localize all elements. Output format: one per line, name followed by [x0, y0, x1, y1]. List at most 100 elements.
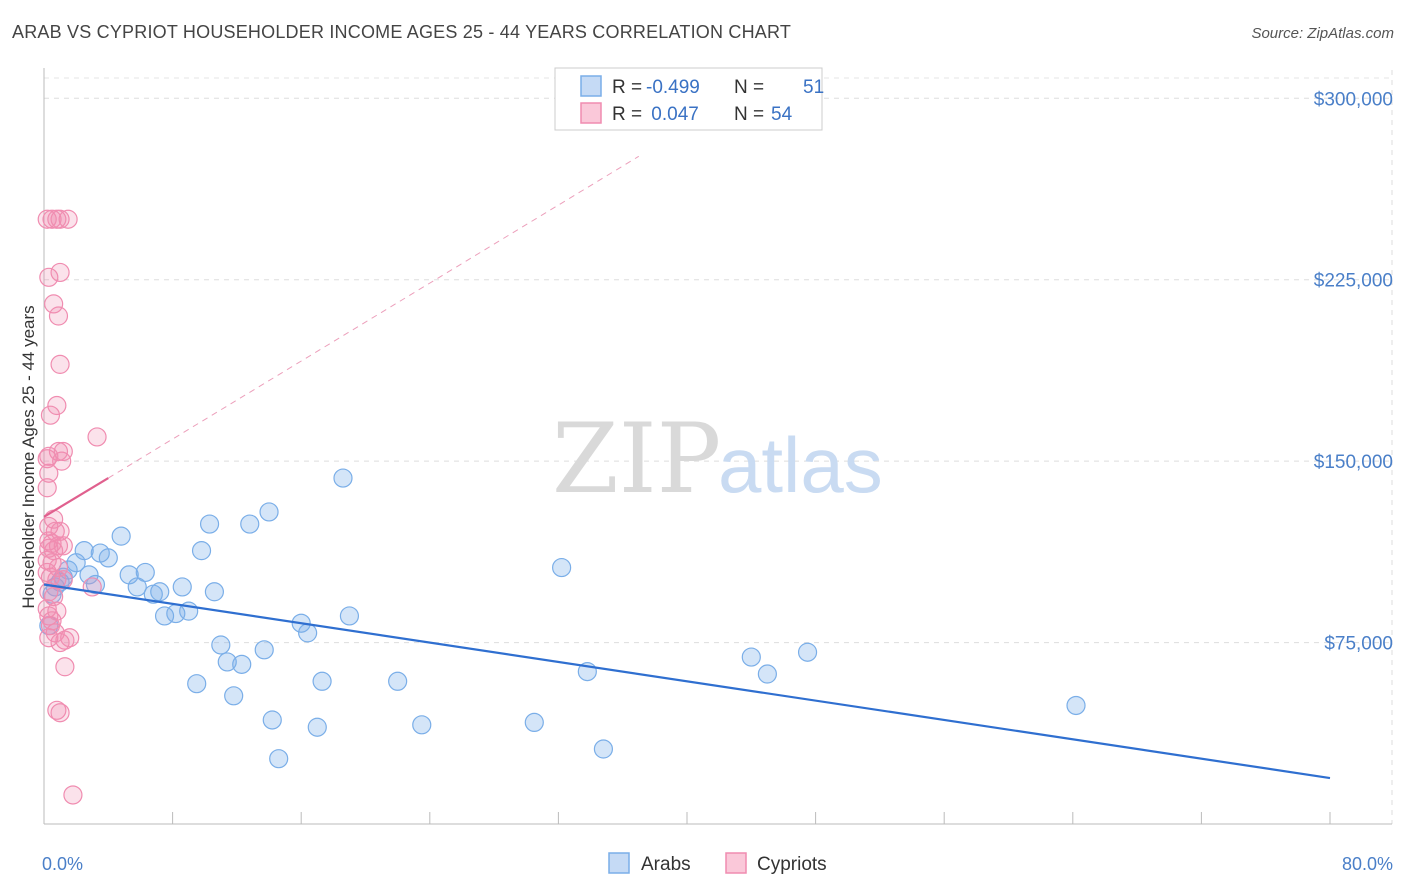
legend-r-value-arabs: -0.499 — [646, 77, 700, 98]
arabs-point-6 — [74, 541, 94, 561]
cypriots-point-52 — [63, 785, 83, 805]
axes — [43, 68, 1392, 825]
legend-n-value-cypriots: 54 — [771, 104, 793, 125]
bottom-legend-label-arabs: Arabs — [641, 854, 691, 875]
arabs-point-36 — [307, 717, 327, 737]
cypriots-point-47 — [60, 628, 80, 648]
arabs-point-23 — [199, 514, 220, 534]
cypriots-point-51 — [50, 703, 70, 723]
cypriots-point-11 — [40, 405, 61, 425]
y-tick-label-1: $150,000 — [1314, 452, 1393, 473]
watermark-atlas: atlas — [718, 421, 883, 509]
legend-n-label-arabs: N = — [734, 77, 769, 98]
arabs-point-46 — [741, 647, 761, 667]
arabs-point-7 — [79, 565, 99, 585]
arabs-point-13 — [127, 577, 147, 597]
arabs-point-48 — [797, 642, 818, 662]
arabs-point-26 — [217, 652, 237, 672]
cypriots-trend-line — [43, 477, 109, 518]
arabs-trend-line — [43, 583, 1331, 780]
cypriots-point-16 — [37, 449, 57, 469]
arabs-point-38 — [333, 468, 353, 488]
cypriots-point-17 — [52, 451, 72, 471]
arabs-point-25 — [211, 635, 231, 655]
arabs-point-31 — [259, 502, 279, 522]
cypriots-point-22 — [45, 521, 65, 541]
arabs-point-28 — [232, 654, 252, 674]
cypriots-point-49 — [55, 657, 75, 677]
arabs-point-22 — [191, 541, 212, 561]
legend-r-label-arabs: R = — [612, 77, 647, 98]
arabs-point-10 — [98, 548, 118, 568]
cypriots-point-18 — [39, 463, 59, 483]
cypriots-point-32 — [48, 557, 69, 578]
legend-r-label-cypriots: R = — [612, 104, 647, 125]
cypriots-point-5 — [39, 267, 59, 287]
data-points — [37, 209, 1086, 805]
arabs-point-17 — [154, 606, 175, 626]
cypriots-point-6 — [50, 262, 70, 283]
arabs-point-21 — [187, 674, 207, 694]
legend-swatch-arabs — [580, 75, 602, 97]
cypriots-point-12 — [87, 427, 107, 447]
arabs-point-41 — [412, 715, 432, 735]
y-tick-labels: $75,000 $150,000 $225,000 $300,000 — [1314, 89, 1393, 654]
bottom-legend-swatch-cypriots — [725, 852, 747, 874]
arabs-point-37 — [312, 671, 332, 691]
arabs-point-47 — [757, 664, 777, 684]
series-legend: Arabs Cypriots — [608, 852, 827, 875]
arabs-point-35 — [298, 623, 318, 643]
arabs-point-11 — [111, 526, 131, 546]
watermark: ZIP atlas — [552, 403, 883, 515]
cypriots-point-19 — [37, 478, 57, 498]
source-label: Source: ZipAtlas.com — [1251, 25, 1394, 42]
x-tick-label-1: 80.0% — [1342, 854, 1393, 874]
cypriots-point-36 — [53, 570, 73, 590]
cypriots-point-1 — [42, 209, 62, 229]
x-tick-labels: 0.0% 80.0% — [42, 854, 1393, 874]
cypriots-point-7 — [44, 294, 64, 314]
legend-n-label-cypriots: N = — [734, 104, 769, 125]
cypriots-point-3 — [50, 209, 70, 229]
cypriots-trend-extension — [108, 155, 640, 479]
correlation-legend: R = -0.499 N = 51 R = 0.047 N = 54 — [554, 67, 824, 131]
y-tick-label-3: $300,000 — [1314, 89, 1393, 110]
arabs-point-45 — [593, 739, 614, 759]
cypriots-point-15 — [53, 441, 73, 462]
arabs-point-32 — [262, 710, 282, 730]
legend-r-value-cypriots: 0.047 — [646, 104, 699, 125]
trend-lines — [43, 155, 1331, 780]
arabs-point-8 — [85, 574, 106, 595]
x-tick-label-0: 0.0% — [42, 854, 83, 874]
arabs-point-42 — [524, 712, 544, 733]
arabs-point-27 — [224, 686, 244, 706]
arabs-point-30 — [254, 640, 274, 660]
watermark-zip: ZIP — [552, 403, 721, 515]
arabs-point-16 — [150, 582, 170, 602]
cypriots-point-4 — [58, 209, 78, 229]
arabs-point-14 — [135, 562, 155, 583]
cypriots-point-45 — [39, 628, 59, 648]
arabs-point-49 — [1066, 695, 1086, 716]
legend-swatch-cypriots — [580, 102, 602, 124]
arabs-point-43 — [552, 557, 572, 578]
bottom-legend-label-cypriots: Cypriots — [757, 854, 827, 875]
y-axis-label: Householder Income Ages 25 - 44 years — [19, 305, 38, 608]
arabs-point-33 — [269, 749, 289, 769]
cypriots-point-10 — [47, 395, 67, 416]
arabs-point-29 — [240, 514, 260, 534]
cypriots-point-39 — [44, 587, 64, 607]
cypriots-point-48 — [50, 632, 70, 653]
arabs-point-40 — [388, 671, 408, 691]
bottom-legend-swatch-arabs — [608, 852, 630, 874]
arabs-point-24 — [204, 582, 224, 602]
y-tick-label-0: $75,000 — [1324, 634, 1393, 655]
cypriots-point-50 — [47, 700, 67, 720]
cypriots-point-53 — [40, 616, 61, 636]
chart-title: ARAB VS CYPRIOT HOUSEHOLDER INCOME AGES … — [12, 22, 792, 42]
cypriots-point-9 — [50, 354, 70, 374]
y-tick-label-2: $225,000 — [1314, 271, 1393, 292]
cypriots-point-8 — [48, 306, 69, 326]
legend-n-value-arabs: 51 — [803, 77, 824, 98]
